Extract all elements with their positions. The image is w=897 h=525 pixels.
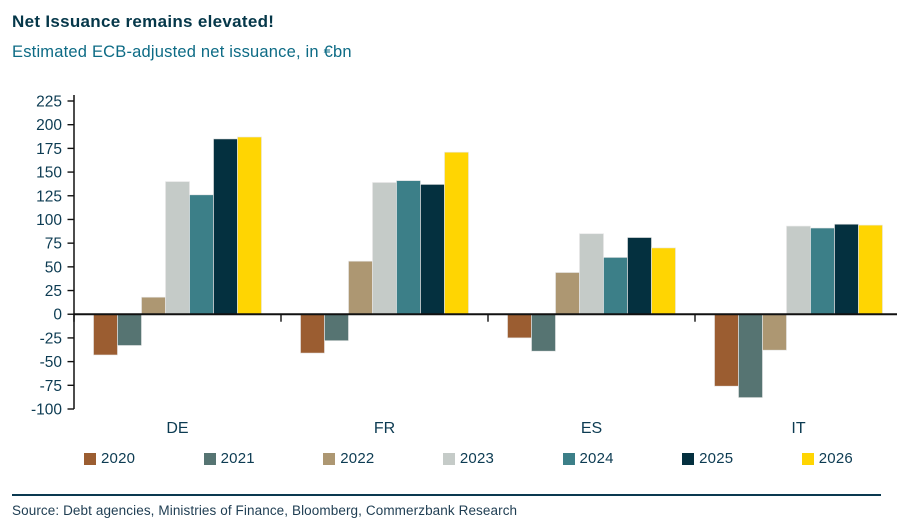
bar-ES-2025 [627,237,652,315]
legend-swatch-2023 [442,452,455,465]
y-axis-label: 50 [45,259,63,276]
bar-IT-2022 [762,313,787,351]
legend-label-2025: 2025 [699,450,734,467]
bar-DE-2025 [213,138,238,315]
legend-item-2026: 2026 [801,450,853,467]
legend-label-2024: 2024 [579,450,614,467]
bar-IT-2024 [810,227,835,315]
bar-ES-2026 [651,247,676,315]
chart-subtitle: Estimated ECB-adjusted net issuance, in … [12,43,352,61]
x-axis-label-FR: FR [374,420,395,437]
footer-divider [12,494,881,496]
legend-item-2023: 2023 [442,450,495,467]
legend-label-2020: 2020 [101,450,136,467]
legend-item-2025: 2025 [682,450,733,467]
y-axis-label: 125 [36,188,62,205]
x-axis-label-DE: DE [166,420,188,437]
bar-FR-2022 [348,260,373,315]
y-axis-label: 200 [36,117,62,134]
legend-swatch-2025 [682,452,695,465]
y-axis-label: -100 [31,402,62,419]
bar-FR-2023 [372,182,397,315]
chart-title: Net Issuance remains elevated! [12,12,275,31]
legend-item-2024: 2024 [562,450,614,467]
bar-ES-2023 [579,233,604,315]
bar-ES-2022 [555,272,580,315]
legend-label-2021: 2021 [220,450,255,467]
bar-FR-2026 [444,151,469,315]
y-axis-label: 100 [36,212,62,229]
y-axis-label: 150 [36,165,62,182]
bar-IT-2026 [858,224,883,315]
y-axis-label: 0 [53,307,62,324]
bar-IT-2020 [714,313,739,387]
bar-IT-2023 [786,225,811,315]
legend-swatch-2024 [562,452,575,465]
bar-DE-2022 [141,296,166,315]
legend-swatch-2026 [801,452,814,465]
legend-label-2023: 2023 [459,450,495,467]
bar-FR-2020 [300,313,325,354]
legend-item-2020: 2020 [84,450,135,467]
legend-label-2026: 2026 [818,450,853,467]
bar-FR-2024 [396,180,421,315]
legend-swatch-2022 [323,452,336,465]
y-axis-label: 75 [45,236,62,253]
y-axis-label: -50 [40,354,63,371]
bar-DE-2023 [165,181,190,315]
bar-DE-2026 [237,136,262,315]
bar-FR-2025 [420,184,445,315]
bar-DE-2020 [93,313,118,356]
chart-area: 225 200 175 150 125 100 75 50 25 0 -25 -50 -75 -100 DE… [12,88,897,443]
y-axis-label: 225 [36,94,62,111]
bar-ES-2024 [603,257,628,315]
bar-DE-2021 [117,313,142,346]
bar-IT-2021 [738,313,763,398]
y-axis-label: -25 [40,330,62,347]
x-axis-label-ES: ES [581,420,602,437]
y-axis-label: -75 [40,378,62,395]
bar-ES-2021 [531,313,556,352]
legend-swatch-2020 [84,452,96,465]
y-axis-label: 25 [45,283,62,300]
bar-IT-2025 [834,223,859,315]
bar-DE-2024 [189,194,214,315]
bar-ES-2020 [507,313,532,339]
chart-legend: 2020 2021 2022 2023 2024 2025 2026 [84,450,853,467]
legend-swatch-2021 [203,452,216,465]
legend-label-2022: 2022 [340,450,375,467]
legend-item-2021: 2021 [203,450,255,467]
x-axis-label-IT: IT [791,420,805,437]
y-axis-label: 175 [36,141,62,158]
legend-item-2022: 2022 [323,450,374,467]
bar-FR-2021 [324,313,349,342]
bar-chart: 225 200 175 150 125 100 75 50 25 0 -25 -50 -75 -100 DE… [31,94,897,437]
source-text: Source: Debt agencies, Ministries of Fin… [12,503,518,518]
